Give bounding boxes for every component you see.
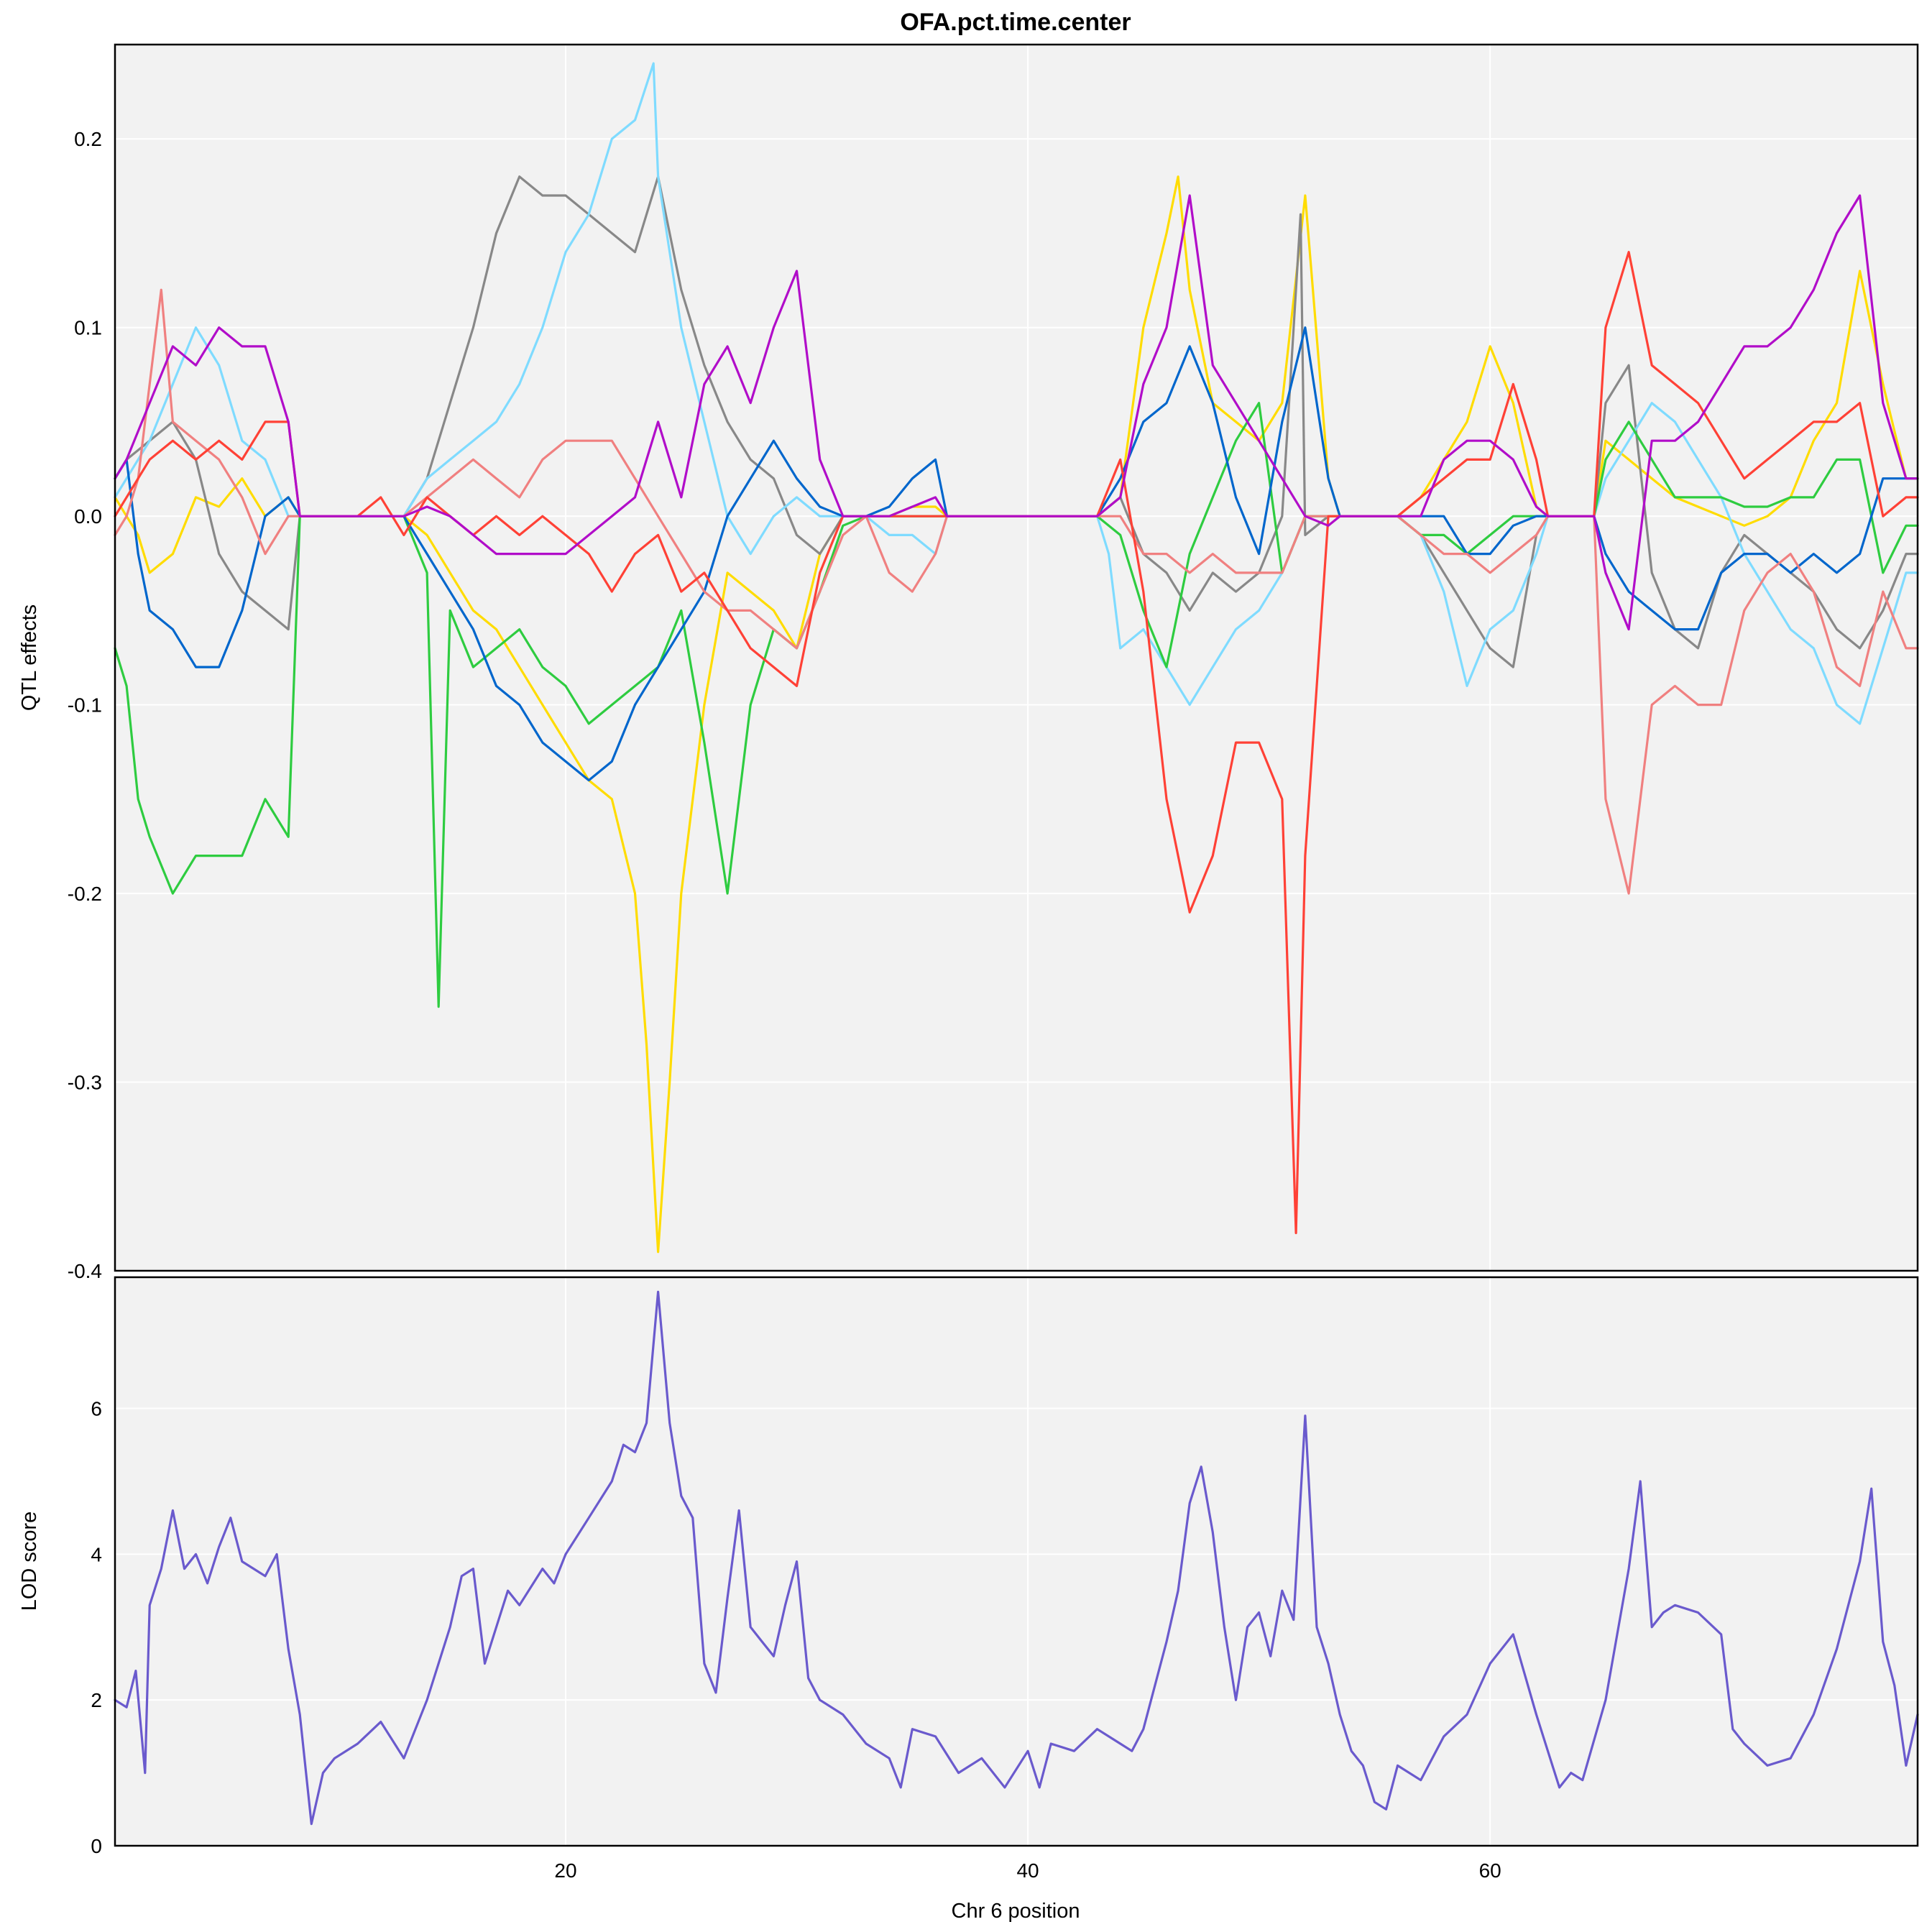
lod-y-axis-label: LOD score (18, 1512, 41, 1611)
lod-x-tick-label: 60 (1479, 1859, 1501, 1882)
effects-y-tick-label: 0.1 (74, 317, 102, 339)
effects-series-line (114, 251, 1919, 1235)
lod-y-tick-label: 2 (91, 1689, 102, 1711)
effects-y-tick-label: -0.1 (68, 694, 102, 717)
lod-panel-border (114, 1276, 1919, 1847)
lod-y-ticks: 0 2 4 6 (91, 1398, 102, 1857)
chart-title: OFA.pct.time.center (900, 9, 1131, 36)
lod-y-tick-label: 6 (91, 1398, 102, 1420)
lod-series (114, 1290, 1919, 1826)
lod-series-line (114, 1290, 1919, 1826)
effects-y-tick-label: 0.0 (74, 505, 102, 528)
lod-y-tick-label: 0 (91, 1835, 102, 1857)
effects-panel: 0.2 0.1 0.0 -0.1 -0.2 -0.3 -0.4 QTL effects (18, 43, 1919, 1282)
effects-y-tick-label: -0.2 (68, 883, 102, 905)
lod-panel: 0 2 4 6 20 40 60 LOD score Chr 6 position (18, 1276, 1919, 1923)
effects-y-tick-label: -0.4 (68, 1260, 102, 1282)
lod-x-tick-label: 20 (554, 1859, 576, 1882)
effects-y-tick-label: -0.3 (68, 1072, 102, 1094)
effects-y-tick-label: 0.2 (74, 128, 102, 150)
effects-panel-border (114, 43, 1919, 1272)
lod-x-ticks: 20 40 60 (554, 1859, 1501, 1882)
lod-x-tick-label: 40 (1016, 1859, 1039, 1882)
x-axis-label: Chr 6 position (952, 1900, 1080, 1923)
effects-y-axis-label: QTL effects (18, 604, 41, 711)
effects-panel-background (115, 45, 1918, 1271)
lod-y-tick-label: 4 (91, 1543, 102, 1565)
effects-series-line (114, 194, 1919, 631)
effects-y-ticks: 0.2 0.1 0.0 -0.1 -0.2 -0.3 -0.4 (68, 128, 102, 1282)
lod-panel-background (115, 1277, 1918, 1846)
effects-series (114, 62, 1919, 1254)
